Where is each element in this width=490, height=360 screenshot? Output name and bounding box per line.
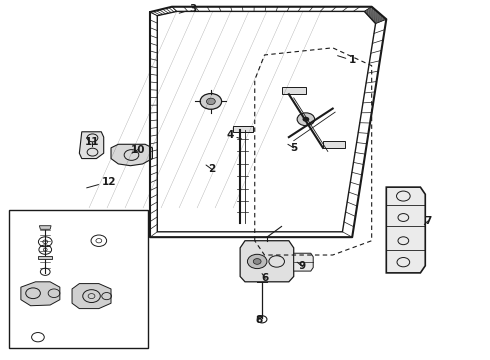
Text: 2: 2	[206, 164, 216, 174]
Text: 10: 10	[130, 145, 145, 155]
Polygon shape	[386, 187, 425, 273]
Text: 6: 6	[262, 273, 269, 283]
Text: 5: 5	[288, 143, 297, 153]
Polygon shape	[72, 284, 111, 309]
Text: 4: 4	[227, 130, 242, 140]
Polygon shape	[39, 226, 51, 229]
Text: 3: 3	[179, 4, 196, 14]
Polygon shape	[282, 87, 306, 94]
Circle shape	[253, 258, 261, 264]
Text: 8: 8	[255, 315, 262, 325]
Circle shape	[247, 254, 267, 269]
Polygon shape	[323, 141, 345, 148]
Text: 7: 7	[424, 216, 431, 226]
Polygon shape	[79, 132, 104, 158]
Polygon shape	[38, 256, 52, 259]
Polygon shape	[233, 126, 253, 132]
Circle shape	[297, 113, 315, 126]
Text: 11: 11	[85, 138, 100, 148]
Text: 9: 9	[297, 261, 306, 271]
Circle shape	[200, 94, 221, 109]
Polygon shape	[240, 241, 294, 282]
Circle shape	[302, 117, 309, 122]
Polygon shape	[111, 144, 152, 166]
Polygon shape	[294, 253, 313, 271]
Polygon shape	[21, 282, 60, 306]
Text: 1: 1	[338, 55, 356, 65]
Circle shape	[206, 98, 215, 105]
Text: 12: 12	[87, 177, 116, 188]
Bar	[9, 210, 147, 348]
